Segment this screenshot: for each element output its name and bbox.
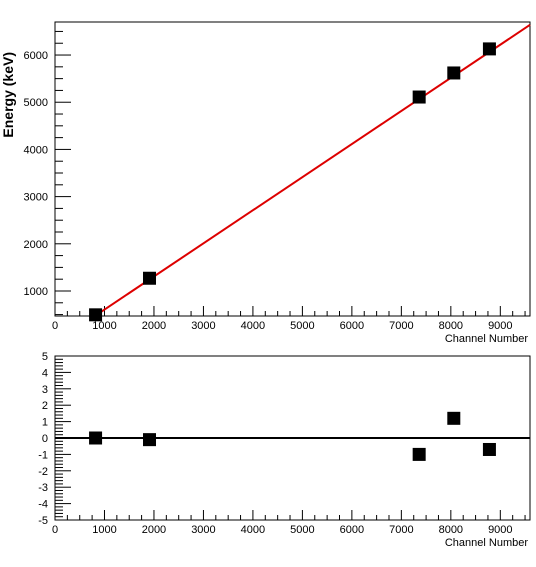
x-tick-label: 7000: [389, 524, 413, 536]
data-point: [143, 433, 157, 447]
y-tick-label: -3: [38, 482, 48, 494]
data-point: [412, 90, 426, 104]
x-tick-label: 3000: [191, 320, 215, 332]
y-axis-label: Energy (keV): [0, 52, 16, 138]
data-point: [447, 66, 461, 80]
y-tick-label: 5: [42, 351, 48, 363]
plot-frame: [54, 21, 531, 317]
x-tick-label: 4000: [241, 320, 265, 332]
residual-panel: 0 1000 2000 3000 4000 5000 6000 7000 8000 9000 -5 -…: [38, 351, 531, 549]
y-tick-label: 3: [42, 384, 48, 396]
y-tick-label: 0: [42, 433, 48, 445]
x-tick-label: 7000: [389, 320, 413, 332]
data-point: [143, 271, 157, 285]
y-tick-label: 1000: [24, 286, 48, 298]
x-tick-label: 3000: [191, 524, 215, 536]
data-point: [412, 447, 426, 461]
x-tick-label: 9000: [488, 320, 512, 332]
x-tick-label: 8000: [439, 524, 463, 536]
data-point: [447, 411, 461, 425]
y-tick-label: 4: [42, 367, 48, 379]
x-tick-label: 0: [52, 320, 58, 332]
y-tick-label: 2000: [24, 239, 48, 251]
y-tick-label: -2: [38, 466, 48, 478]
x-tick-label: 1000: [92, 320, 116, 332]
y-tick-label: 2: [42, 400, 48, 412]
x-tick-label: 6000: [340, 524, 364, 536]
x-tick-label: 0: [52, 524, 58, 536]
x-axis-label: Channel Number: [445, 333, 528, 345]
x-tick-label: 6000: [340, 320, 364, 332]
data-point: [482, 442, 496, 456]
x-tick-label: 2000: [142, 320, 166, 332]
x-tick-label: 8000: [439, 320, 463, 332]
y-tick-label: 1: [42, 417, 48, 429]
y-tick-label: -5: [38, 515, 48, 527]
calibration-panel: 0 1000 2000 3000 4000 5000 6000 7000 8000 9000 100…: [0, 21, 531, 345]
y-tick-label: -4: [38, 499, 48, 511]
x-tick-label: 5000: [290, 320, 314, 332]
data-point: [482, 42, 496, 56]
data-point: [89, 431, 103, 445]
x-tick-label: 5000: [290, 524, 314, 536]
fit-line: [95, 24, 531, 317]
x-tick-label: 9000: [488, 524, 512, 536]
x-tick-label: 4000: [241, 524, 265, 536]
y-tick-label: 3000: [24, 192, 48, 204]
y-tick-label: -1: [38, 449, 48, 461]
data-point: [89, 308, 103, 322]
y-tick-label: 6000: [24, 50, 48, 62]
y-tick-label: 4000: [24, 144, 48, 156]
x-tick-label: 2000: [142, 524, 166, 536]
x-axis-label: Channel Number: [445, 537, 528, 549]
y-tick-label: 5000: [24, 97, 48, 109]
x-tick-label: 1000: [92, 524, 116, 536]
